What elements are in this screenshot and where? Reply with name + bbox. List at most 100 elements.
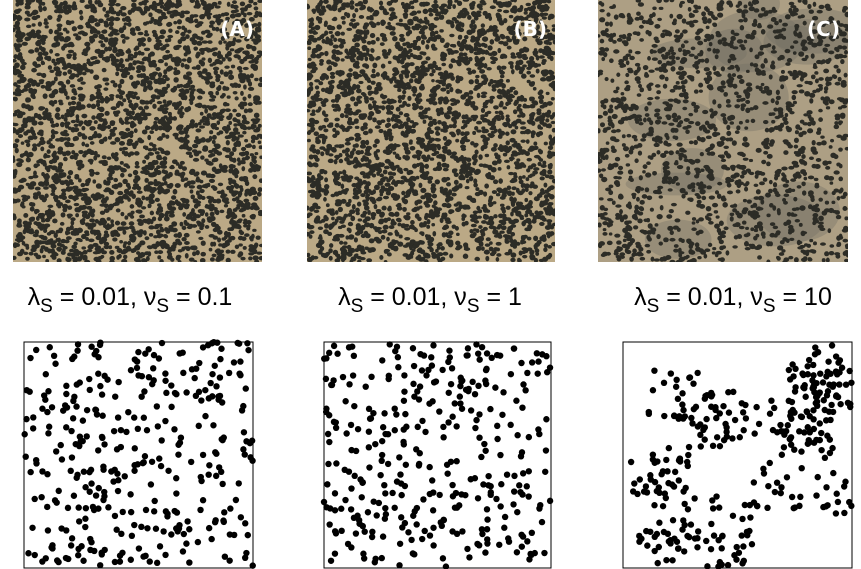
shrub — [100, 100, 104, 104]
shrub — [482, 130, 487, 134]
shrub — [28, 186, 34, 190]
shrub — [26, 152, 30, 158]
shrub — [234, 137, 239, 141]
shrub — [551, 121, 556, 124]
shrub — [134, 151, 140, 155]
shrub — [129, 226, 135, 230]
shrub — [37, 191, 41, 196]
shrub — [548, 145, 553, 150]
shrub — [204, 108, 208, 114]
shrub — [311, 255, 315, 260]
shrub — [548, 134, 552, 139]
shrub — [475, 75, 479, 78]
shrub — [109, 256, 115, 261]
shrub — [248, 244, 253, 248]
shrub — [37, 143, 41, 147]
point — [156, 455, 162, 461]
shrub — [185, 253, 189, 259]
shrub — [196, 64, 201, 70]
shrub — [399, 37, 405, 42]
point — [217, 374, 223, 380]
shrub — [478, 225, 482, 229]
shrub — [456, 28, 462, 32]
shrub — [218, 1, 222, 5]
point — [88, 480, 94, 486]
point — [191, 375, 197, 381]
shrub — [77, 70, 82, 75]
shrub — [221, 243, 226, 248]
shrub — [122, 230, 126, 235]
shrub — [122, 18, 126, 22]
shrub — [122, 249, 128, 254]
shrub — [47, 232, 52, 236]
shrub — [533, 141, 537, 145]
shrub — [77, 132, 82, 137]
point — [43, 371, 49, 377]
point — [181, 531, 187, 537]
shrub — [239, 176, 245, 181]
shrub — [157, 43, 163, 46]
caption-subscript: S — [40, 296, 53, 317]
point — [193, 393, 199, 399]
shrub — [89, 151, 95, 155]
shrub — [441, 54, 445, 58]
shrub — [209, 83, 214, 87]
shrub — [158, 59, 164, 63]
shrub — [356, 212, 360, 215]
shrub — [338, 8, 342, 13]
shrub — [34, 47, 39, 52]
shrub — [192, 251, 196, 256]
shrub — [30, 93, 35, 99]
shrub — [96, 30, 101, 34]
shrub — [426, 2, 430, 6]
shrub — [307, 65, 313, 68]
point — [99, 413, 105, 419]
shrub — [179, 146, 184, 150]
shrub — [208, 150, 213, 153]
shrub — [383, 95, 388, 99]
shrub — [248, 256, 253, 260]
shrub — [234, 84, 239, 88]
point — [68, 428, 74, 434]
shrub — [379, 5, 385, 10]
shrub — [230, 236, 236, 240]
shrub — [349, 73, 353, 77]
shrub — [223, 12, 229, 16]
shrub — [185, 47, 190, 53]
shrub — [234, 9, 239, 13]
shrub — [254, 59, 258, 64]
shrub — [368, 159, 372, 164]
shrub — [163, 115, 167, 118]
shrub — [112, 237, 117, 241]
shrub — [368, 91, 374, 95]
shrub — [161, 12, 166, 17]
shrub — [94, 120, 98, 124]
shrub — [305, 214, 311, 218]
shrub — [366, 29, 370, 35]
shrub — [89, 218, 95, 222]
shrub — [189, 100, 193, 105]
point — [93, 348, 99, 354]
shrub — [372, 69, 376, 74]
shrub — [227, 208, 232, 213]
shrub — [533, 167, 539, 171]
shrub — [41, 41, 46, 45]
shrub — [196, 41, 202, 46]
shrub — [218, 183, 223, 187]
shrub — [196, 230, 201, 233]
shrub — [143, 230, 147, 235]
shrub — [187, 181, 192, 185]
shrub — [84, 260, 90, 265]
shrub — [70, 84, 76, 88]
shrub — [363, 131, 369, 136]
point — [59, 456, 65, 462]
point — [49, 404, 55, 410]
shrub — [130, 204, 135, 209]
shrub — [70, 110, 74, 114]
shrub — [314, 164, 319, 168]
shrub — [386, 118, 390, 123]
shrub — [341, 224, 346, 227]
point — [210, 422, 216, 428]
point — [75, 341, 81, 347]
shrub — [331, 147, 337, 152]
